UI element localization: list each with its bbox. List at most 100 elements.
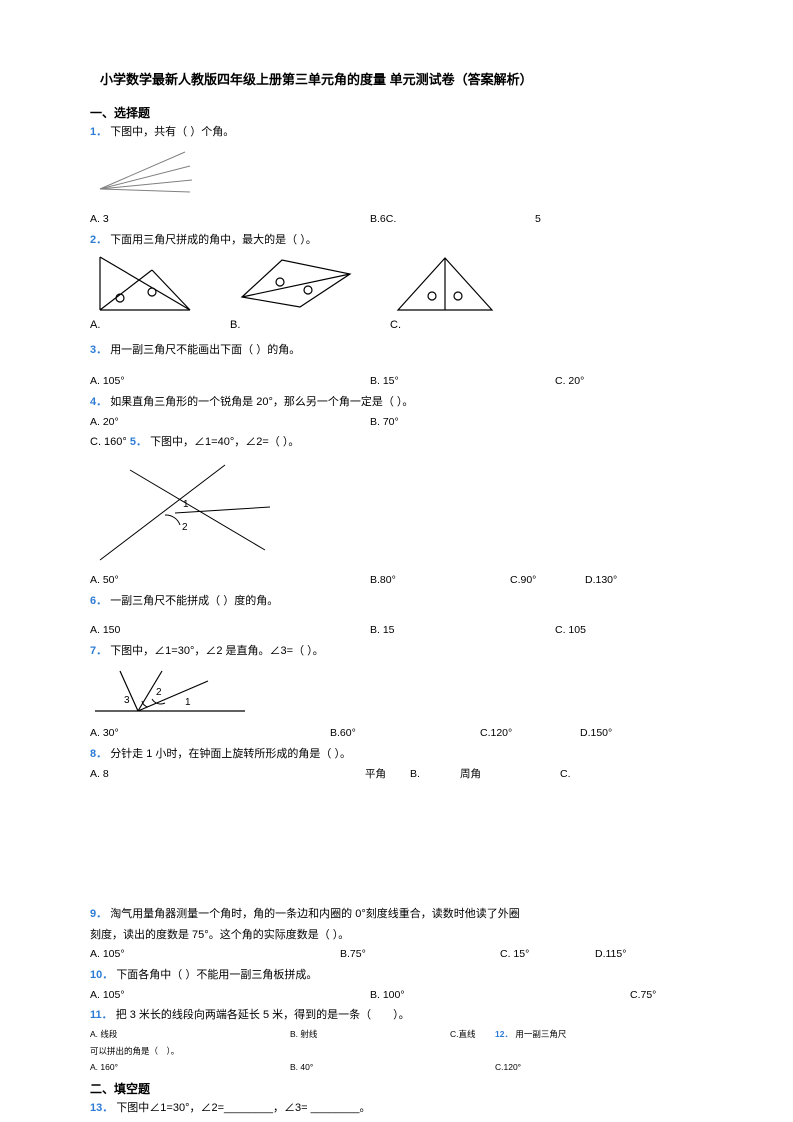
q2-fig-b: B.: [230, 252, 360, 334]
svg-text:1: 1: [183, 499, 189, 510]
q11-text: 把 3 米长的线段向两端各延长 5 米，得到的是一条（ ）。: [116, 1009, 410, 1021]
q12-opt-c: C.120°: [495, 1061, 521, 1074]
q7-opt-d: D.150°: [580, 726, 612, 742]
q9-text2: 刻度，读出的度数是 75°。这个角的实际度数是（ ）。: [90, 929, 349, 941]
svg-text:2: 2: [156, 687, 162, 698]
section-2-head: 二、填空题: [90, 1080, 703, 1098]
q12-inline: 12． 用一副三角尺: [495, 1028, 566, 1041]
q2-text: 下面用三角尺拼成的角中，最大的是（ ）。: [110, 234, 317, 246]
question-2: 2． 下面用三角尺拼成的角中，最大的是（ ）。: [90, 232, 703, 249]
section-1-head: 一、选择题: [90, 104, 703, 122]
q7-num: 7．: [90, 645, 107, 657]
q10-num: 10．: [90, 969, 113, 981]
q6-options: A. 150 B. 15 C. 105: [90, 623, 703, 639]
q8-m2: 周角: [460, 767, 560, 783]
q12-opt-b: B. 40°: [290, 1061, 495, 1074]
q1-num: 1．: [90, 126, 107, 138]
q3-opt-b: B. 15°: [370, 374, 555, 390]
q6-opt-c: C. 105: [555, 623, 586, 639]
q9-options: A. 105° B.75° C. 15° D.115°: [90, 947, 703, 963]
q12-text2: 可以拼出的角是（ ）。: [90, 1045, 703, 1058]
q12-num: 12．: [495, 1029, 513, 1039]
q4-opt-a: A. 20°: [90, 415, 370, 431]
q6-opt-a: A. 150: [90, 623, 370, 639]
q6-num: 6．: [90, 595, 107, 607]
q7-opt-b: B.60°: [330, 726, 480, 742]
q2-fig-c: C.: [390, 252, 500, 334]
q5-opt-c: C.90°: [510, 573, 585, 589]
q5-options: A. 50° B.80° C.90° D.130°: [90, 573, 703, 589]
q3-opt-a: A. 105°: [90, 374, 370, 390]
question-13: 13． 下图中∠1=30°，∠2=________，∠3= ________。: [90, 1100, 703, 1117]
q9-text1: 淘气用量角器测量一个角时，角的一条边和内圈的 0°刻度线重合，读数时他读了外圈: [110, 908, 520, 920]
q2-num: 2．: [90, 234, 107, 246]
q8-text: 分针走 1 小时，在钟面上旋转所形成的角是（ ）。: [110, 748, 351, 760]
q5-opt-b: B.80°: [370, 573, 510, 589]
q11-opt-a: A. 线段: [90, 1028, 290, 1041]
q9-opt-a: A. 105°: [90, 947, 340, 963]
q7-opt-c: C.120°: [480, 726, 580, 742]
q4-q5-line: C. 160° 5． 下图中，∠1=40°，∠2=（ ）。: [90, 434, 703, 451]
blank-gap-2: [90, 846, 703, 906]
q1-opt-c: 5: [535, 212, 541, 228]
q12-opt-a: A. 160°: [90, 1061, 290, 1074]
q7-options: A. 30° B.60° C.120° D.150°: [90, 726, 703, 742]
q3-text: 用一副三角尺不能画出下面（ ）的角。: [110, 344, 300, 356]
question-6: 6． 一副三角尺不能拼成（ ）度的角。: [90, 593, 703, 610]
q1-options: A. 3 B.6C. 5: [90, 212, 703, 228]
q7-opt-a: A. 30°: [90, 726, 330, 742]
question-7: 7． 下图中，∠1=30°，∠2 是直角。∠3=（ ）。: [90, 643, 703, 660]
q8-num: 8．: [90, 748, 107, 760]
question-3: 3． 用一副三角尺不能画出下面（ ）的角。: [90, 342, 703, 359]
q13-text: 下图中∠1=30°，∠2=________，∠3= ________。: [116, 1102, 370, 1114]
svg-text:2: 2: [182, 522, 188, 533]
svg-text:3: 3: [124, 695, 130, 706]
q12-options: A. 160° B. 40° C.120°: [90, 1061, 703, 1074]
q9-opt-d: D.115°: [595, 947, 626, 963]
q7-text: 下图中，∠1=30°，∠2 是直角。∠3=（ ）。: [110, 645, 323, 657]
question-11: 11． 把 3 米长的线段向两端各延长 5 米，得到的是一条（ ）。: [90, 1007, 703, 1024]
q5-diagram: 1 2: [90, 455, 703, 565]
q9-line2: 刻度，读出的度数是 75°。这个角的实际度数是（ ）。: [90, 927, 703, 944]
q9-num: 9．: [90, 908, 107, 920]
q1-diagram: [90, 144, 703, 204]
q10-text: 下面各角中（ ）不能用一副三角板拼成。: [116, 969, 317, 981]
q11-num: 11．: [90, 1009, 113, 1021]
q4-text: 如果直角三角形的一个锐角是 20°，那么另一个角一定是（ ）。: [110, 396, 413, 408]
q3-options: A. 105° B. 15° C. 20°: [90, 374, 703, 390]
q6-text: 一副三角尺不能拼成（ ）度的角。: [110, 595, 278, 607]
q7-diagram: 1 2 3: [90, 663, 703, 718]
q1-text: 下图中，共有（ ）个角。: [110, 126, 234, 138]
question-4: 4． 如果直角三角形的一个锐角是 20°，那么另一个角一定是（ ）。: [90, 394, 703, 411]
q13-num: 13．: [90, 1102, 113, 1114]
q10-opt-c: C.75°: [630, 988, 656, 1004]
q4-num: 4．: [90, 396, 107, 408]
q2-opt-b: B.: [230, 319, 240, 331]
q6-opt-b: B. 15: [370, 623, 555, 639]
q10-opt-a: A. 105°: [90, 988, 370, 1004]
q5-text: 下图中，∠1=40°，∠2=（ ）。: [150, 436, 299, 448]
q1-opt-a: A. 3: [90, 212, 370, 228]
q4-opt-b: B. 70°: [370, 415, 399, 431]
q8-options: A. 8 平角 B. 周角 C.: [90, 767, 703, 783]
q11-opt-b: B. 射线: [290, 1028, 450, 1041]
q12-text: 用一副三角尺: [515, 1029, 566, 1039]
q4-options: A. 20° B. 70°: [90, 415, 703, 431]
q2-fig-a: A.: [90, 252, 200, 334]
q10-options: A. 105° B. 100° C.75°: [90, 988, 703, 1004]
question-1: 1． 下图中，共有（ ）个角。: [90, 124, 703, 141]
q2-diagram-row: A. B. C.: [90, 252, 703, 334]
q2-opt-a: A.: [90, 319, 100, 331]
q10-opt-b: B. 100°: [370, 988, 630, 1004]
svg-text:1: 1: [185, 697, 191, 708]
question-8: 8． 分针走 1 小时，在钟面上旋转所形成的角是（ ）。: [90, 746, 703, 763]
blank-gap: [90, 786, 703, 846]
q5-opt-a: A. 50°: [90, 573, 370, 589]
q8-m1: 平角: [365, 767, 410, 783]
q5-opt-d: D.130°: [585, 573, 617, 589]
question-9: 9． 淘气用量角器测量一个角时，角的一条边和内圈的 0°刻度线重合，读数时他读了…: [90, 906, 703, 923]
q9-opt-b: B.75°: [340, 947, 500, 963]
q8-opt-b: B.: [410, 767, 460, 783]
q8-opt-c: C.: [560, 767, 571, 783]
q3-num: 3．: [90, 344, 107, 356]
